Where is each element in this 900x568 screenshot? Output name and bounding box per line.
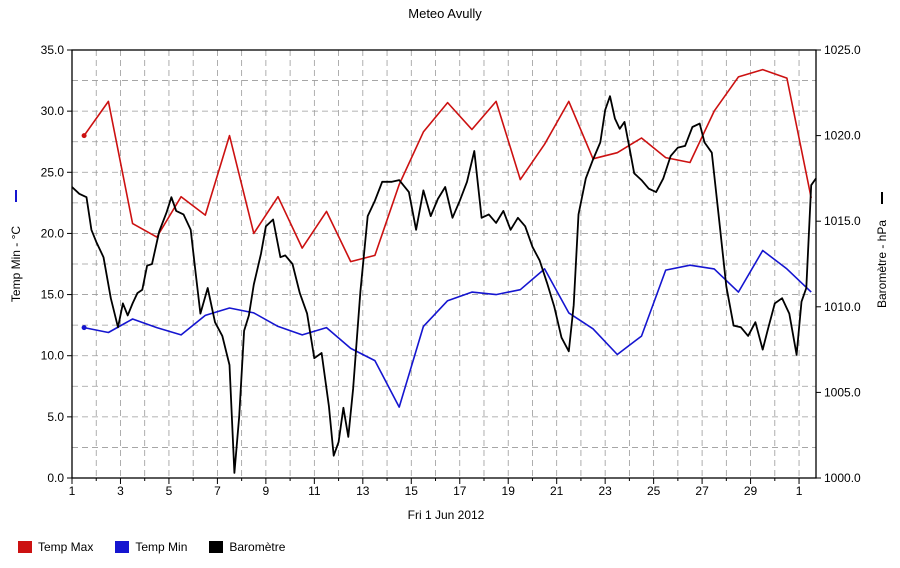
left-axis-ticks: 0.0 5.0 10.0 15.0 20.0 25.0 30.0 35.0	[41, 43, 72, 485]
legend-item-temp-max: Temp Max	[18, 540, 93, 554]
series-line-barom-tre	[71, 95, 817, 474]
x-tick-label: 7	[214, 484, 221, 498]
right-tick-label: 1000.0	[824, 471, 861, 485]
right-tick-label: 1020.0	[824, 129, 861, 143]
x-tick-label: 21	[550, 484, 564, 498]
x-tick-label: 9	[263, 484, 270, 498]
right-tick-label: 1010.0	[824, 300, 861, 314]
left-tick-label: 25.0	[41, 165, 65, 179]
right-tick-label: 1025.0	[824, 43, 861, 57]
legend-label-barometre: Baromètre	[229, 540, 286, 554]
right-tick-label: 1005.0	[824, 385, 861, 399]
left-tick-label: 10.0	[41, 349, 65, 363]
x-tick-label: 23	[598, 484, 612, 498]
grid	[72, 50, 816, 478]
legend-swatch-temp-max	[18, 541, 32, 553]
x-tick-label: 11	[308, 484, 321, 498]
legend-swatch-barometre	[209, 541, 224, 553]
x-axis-ticks: 1 3 5 7 9 11 13 15 17 19 21 23 25 27 29 1	[69, 478, 803, 498]
series-line-temp-max	[83, 68, 812, 263]
legend-label-temp-max: Temp Max	[38, 540, 94, 554]
series-start-point-temp-max	[81, 133, 87, 139]
left-tick-label: 20.0	[41, 226, 65, 240]
legend-label-temp-min: Temp Min	[135, 540, 188, 554]
x-tick-label: 27	[695, 484, 709, 498]
plot-frame	[71, 49, 817, 479]
x-tick-label: 1	[69, 484, 76, 498]
x-tick-label: 5	[166, 484, 173, 498]
series-group	[71, 68, 817, 474]
right-axis-title: Baromètre - hPa	[875, 192, 889, 308]
x-axis-label: Fri 1 Jun 2012	[408, 508, 485, 522]
right-axis-label: Baromètre - hPa	[875, 220, 889, 308]
right-tick-label: 1015.0	[824, 214, 861, 228]
left-tick-label: 0.0	[47, 471, 64, 485]
legend-swatch-temp-min	[115, 541, 130, 553]
x-tick-label: 13	[356, 484, 370, 498]
chart-title: Meteo Avully	[408, 6, 482, 21]
left-tick-label: 5.0	[47, 410, 64, 424]
left-tick-label: 30.0	[41, 104, 65, 118]
x-tick-label: 17	[453, 484, 467, 498]
left-tick-label: 35.0	[41, 43, 65, 57]
right-axis-ticks: 1000.0 1005.0 1010.0 1015.0 1020.0 1025.0	[816, 43, 861, 485]
x-tick-label: 19	[502, 484, 516, 498]
series-start-point-temp-min	[81, 325, 87, 331]
left-axis-title: Temp Min - °C	[9, 190, 23, 302]
left-tick-label: 15.0	[41, 288, 65, 302]
x-tick-label: 1	[796, 484, 803, 498]
series-line-temp-min	[83, 249, 812, 408]
x-tick-label: 25	[647, 484, 661, 498]
legend-item-temp-min: Temp Min	[115, 540, 187, 554]
left-axis-label: Temp Min - °C	[9, 226, 23, 302]
legend-item-barometre: Baromètre	[209, 540, 285, 554]
x-tick-label: 15	[405, 484, 419, 498]
x-tick-label: 29	[744, 484, 758, 498]
x-tick-label: 3	[117, 484, 124, 498]
legend: Temp Max Temp Min Baromètre	[18, 540, 285, 554]
